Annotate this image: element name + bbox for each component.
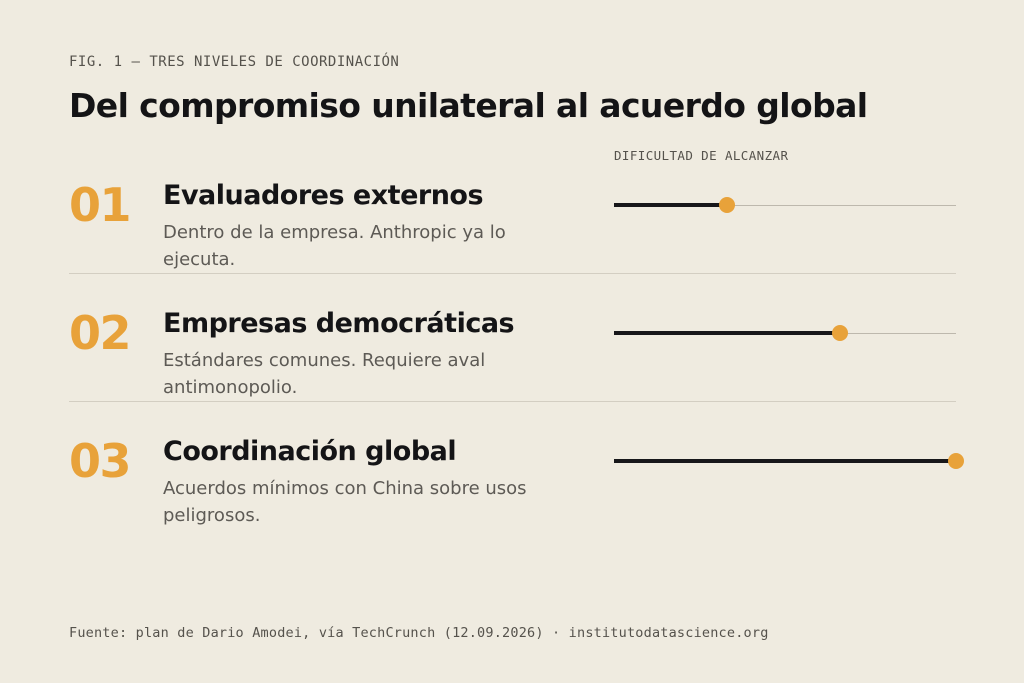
page-title: Del compromiso unilateral al acuerdo glo…: [69, 86, 868, 125]
level-title: Evaluadores externos: [163, 180, 484, 211]
level-title: Empresas democráticas: [163, 308, 515, 339]
difficulty-fill: [614, 203, 727, 207]
row-divider: [69, 401, 956, 402]
difficulty-meter: [614, 197, 956, 213]
source-footer: Fuente: plan de Dario Amodei, vía TechCr…: [69, 625, 769, 641]
difficulty-column-label: DIFICULTAD DE ALCANZAR: [614, 148, 789, 163]
level-number: 03: [69, 434, 132, 488]
level-description: Acuerdos mínimos con China sobre usos pe…: [163, 478, 527, 526]
level-description: Dentro de la empresa. Anthropic ya lo ej…: [163, 222, 506, 270]
figure-label: FIG. 1 — TRES NIVELES DE COORDINACIÓN: [69, 54, 400, 70]
level-number: 01: [69, 178, 132, 232]
level-title: Coordinación global: [163, 436, 457, 467]
level-row: 01 Evaluadores externos Dentro de la emp…: [69, 146, 956, 274]
difficulty-marker: [718, 197, 735, 213]
level-number: 02: [69, 306, 132, 360]
difficulty-marker: [948, 453, 964, 469]
level-row: 03 Coordinación global Acuerdos mínimos …: [69, 402, 964, 530]
difficulty-track: [614, 204, 956, 206]
difficulty-meter: [614, 453, 964, 469]
row-divider: [69, 273, 956, 274]
difficulty-fill: [614, 459, 956, 463]
level-row: 02 Empresas democráticas Estándares comu…: [69, 274, 956, 402]
level-description: Estándares comunes. Requiere aval antimo…: [163, 350, 486, 398]
difficulty-marker: [831, 325, 848, 341]
difficulty-fill: [614, 331, 840, 335]
difficulty-meter: [614, 325, 956, 341]
